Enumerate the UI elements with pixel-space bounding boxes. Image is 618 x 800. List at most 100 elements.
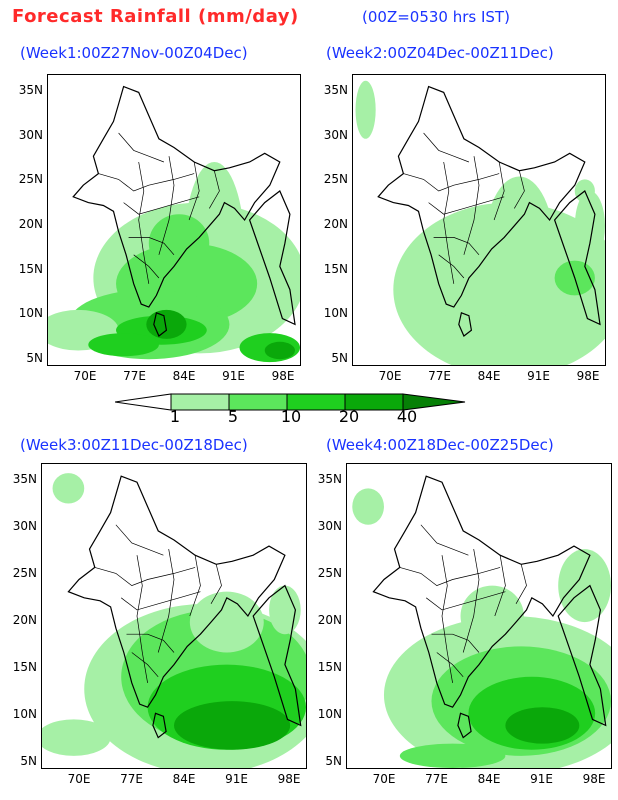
country-outline-india	[67, 475, 286, 708]
state-boundary	[443, 161, 455, 284]
lat-tick-label: 15N	[12, 660, 37, 674]
state-boundary	[94, 567, 196, 586]
rainfall-area	[460, 585, 524, 647]
state-boundary	[403, 173, 500, 192]
rainfall-area	[355, 80, 376, 139]
lat-tick-label: 20N	[323, 217, 348, 231]
state-boundary	[428, 196, 505, 215]
rainfall-area	[574, 191, 605, 261]
rainfall-area	[189, 591, 264, 653]
state-boundary	[136, 555, 148, 683]
map-graphic	[355, 80, 605, 365]
lon-tick-label: 98E	[277, 772, 301, 786]
lat-tick-label: 5N	[325, 754, 342, 768]
lat-tick-label: 5N	[331, 351, 348, 365]
state-boundary	[157, 549, 175, 653]
state-boundary	[462, 549, 480, 653]
lon-tick-label: 84E	[172, 369, 196, 383]
lon-tick-label: 91E	[225, 772, 248, 786]
country-outline-srilanka	[153, 311, 168, 337]
figure-title: Forecast Rainfall (mm/day)	[12, 6, 299, 27]
country-outline-myanmar	[248, 190, 296, 326]
lon-tick-label: 70E	[378, 369, 402, 383]
rainfall-area	[52, 473, 85, 504]
state-boundary	[399, 567, 501, 586]
lat-tick-label: 20N	[18, 217, 43, 231]
colorbar-label-5: 5	[227, 407, 239, 426]
country-outline-srilanka	[457, 712, 472, 739]
lat-tick-label: 10N	[323, 306, 348, 321]
country-outline-india	[372, 475, 591, 708]
lat-tick-label: 35N	[12, 472, 37, 486]
state-boundary	[441, 555, 453, 683]
lon-tick-label: 77E	[428, 369, 451, 383]
map-panel-week3	[41, 463, 307, 769]
lat-tick-label: 35N	[317, 472, 342, 486]
rainfall-area	[484, 176, 555, 322]
lat-tick-label: 35N	[323, 83, 348, 97]
lon-tick-label: 77E	[123, 369, 146, 383]
state-boundary	[123, 196, 200, 215]
state-boundary	[126, 633, 175, 653]
lon-tick-label: 98E	[576, 369, 600, 383]
lon-tick-label: 84E	[172, 772, 196, 786]
lat-tick-label: 30N	[323, 127, 348, 142]
state-boundary	[208, 170, 220, 209]
state-boundary	[433, 237, 480, 256]
state-boundary	[431, 633, 480, 653]
lon-tick-label: 98E	[271, 369, 295, 383]
panel-3-label: (Week3:00Z11Dec-00Z18Dec)	[20, 436, 248, 454]
rainfall-area	[148, 214, 210, 273]
lon-tick-label: 98E	[582, 772, 606, 786]
lon-tick-label: 70E	[73, 369, 97, 383]
state-boundary	[494, 555, 506, 617]
state-boundary	[120, 591, 201, 611]
lat-tick-label: 20N	[317, 613, 342, 627]
lat-tick-label: 25N	[317, 566, 342, 580]
state-boundary	[438, 254, 465, 279]
lat-tick-label: 15N	[323, 261, 348, 276]
colorbar-label-10: 10	[280, 407, 302, 426]
state-boundary	[423, 132, 470, 163]
country-outline-india	[377, 85, 586, 308]
state-boundary	[420, 524, 469, 556]
lon-tick-label: 84E	[477, 772, 501, 786]
lat-tick-label: 30N	[317, 519, 342, 533]
colorbar-graphic	[114, 393, 466, 411]
country-outline-srilanka	[152, 712, 167, 739]
lon-tick-label: 91E	[222, 369, 245, 383]
map-panel-week4	[346, 463, 612, 769]
colorbar-label-20: 20	[338, 407, 360, 426]
rainfall-area	[399, 743, 506, 768]
state-boundary	[425, 591, 506, 611]
lon-tick-label: 91E	[530, 772, 553, 786]
rainfall-area	[146, 309, 187, 339]
state-boundary	[210, 564, 222, 604]
state-boundary	[463, 156, 480, 255]
rainfall-area	[88, 333, 159, 357]
state-boundary	[118, 132, 165, 163]
lat-tick-label: 35N	[18, 83, 43, 97]
rainfall-area	[42, 719, 111, 756]
state-boundary	[436, 652, 464, 678]
lat-tick-label: 20N	[12, 613, 37, 627]
lat-tick-label: 15N	[317, 660, 342, 674]
state-boundary	[115, 524, 164, 556]
state-boundary	[98, 173, 195, 192]
rainfall-area	[558, 549, 611, 623]
lat-tick-label: 30N	[12, 519, 37, 533]
lat-tick-label: 10N	[12, 707, 37, 721]
country-outline-india	[72, 85, 281, 308]
rainfall-area	[264, 341, 295, 360]
state-boundary	[128, 237, 175, 256]
rainfall-area	[174, 701, 291, 750]
lon-tick-label: 84E	[477, 369, 501, 383]
state-boundary	[189, 555, 201, 617]
state-boundary	[515, 564, 527, 604]
lat-tick-label: 30N	[18, 127, 43, 142]
colorbar-upper-arrow	[402, 393, 466, 411]
panel-2-label: (Week2:00Z04Dec-00Z11Dec)	[326, 44, 554, 62]
state-boundary	[138, 161, 150, 284]
rainfall-area	[505, 707, 580, 744]
country-outline-myanmar	[553, 190, 601, 326]
